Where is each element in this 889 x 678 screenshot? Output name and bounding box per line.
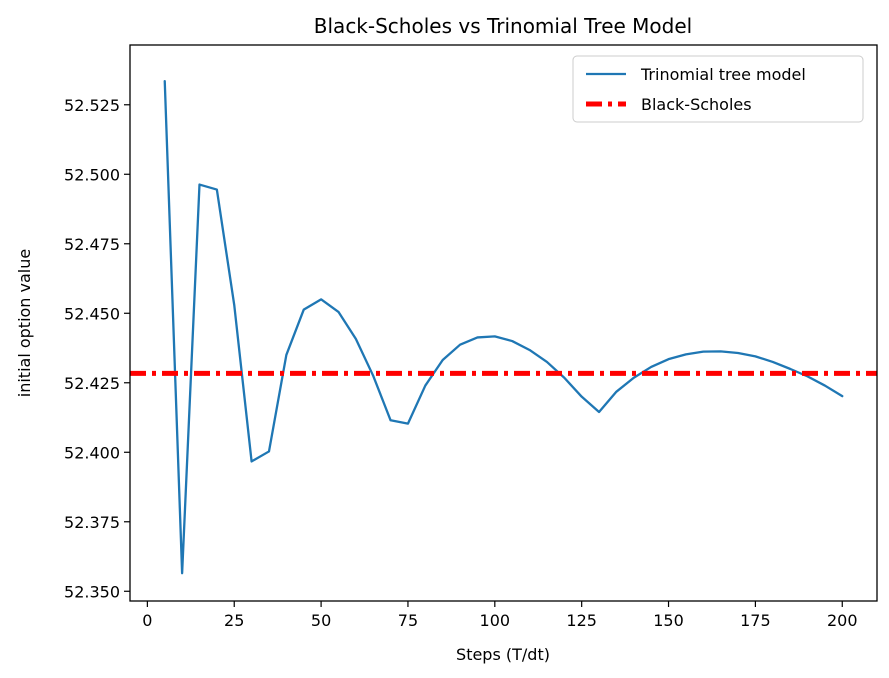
x-tick-label: 25 [224, 611, 244, 630]
x-tick-label: 100 [480, 611, 511, 630]
y-tick-label: 52.375 [64, 513, 120, 532]
series-line-trinomial [163, 79, 844, 575]
x-tick-label: 125 [566, 611, 597, 630]
legend-label-trinomial: Trinomial tree model [640, 65, 806, 84]
y-tick-label: 52.525 [64, 96, 120, 115]
x-tick-label: 175 [740, 611, 771, 630]
x-axis: 0 25 50 75 100 125 150 175 200 [142, 601, 858, 630]
y-axis: 52.350 52.375 52.400 52.425 52.450 52.475 52.5… [64, 96, 130, 601]
x-tick-label: 75 [398, 611, 418, 630]
x-tick-label: 200 [827, 611, 858, 630]
y-tick-label: 52.500 [64, 165, 120, 184]
y-tick-label: 52.425 [64, 374, 120, 393]
y-tick-label: 52.450 [64, 304, 120, 323]
y-tick-label: 52.400 [64, 443, 120, 462]
plot-area [129, 44, 878, 602]
legend-frame [572, 55, 864, 123]
y-axis-label: initial option value [15, 249, 34, 397]
x-axis-label: Steps (T/dt) [456, 645, 550, 664]
legend-label-black-scholes: Black-Scholes [641, 95, 752, 114]
axes-frame [129, 44, 878, 602]
y-tick-label: 52.350 [64, 582, 120, 601]
chart-title: Black-Scholes vs Trinomial Tree Model [314, 14, 692, 38]
x-tick-label: 0 [142, 611, 152, 630]
legend: Trinomial tree model Black-Scholes [572, 55, 864, 123]
x-tick-label: 50 [311, 611, 331, 630]
y-tick-label: 52.475 [64, 235, 120, 254]
x-tick-label: 150 [653, 611, 684, 630]
